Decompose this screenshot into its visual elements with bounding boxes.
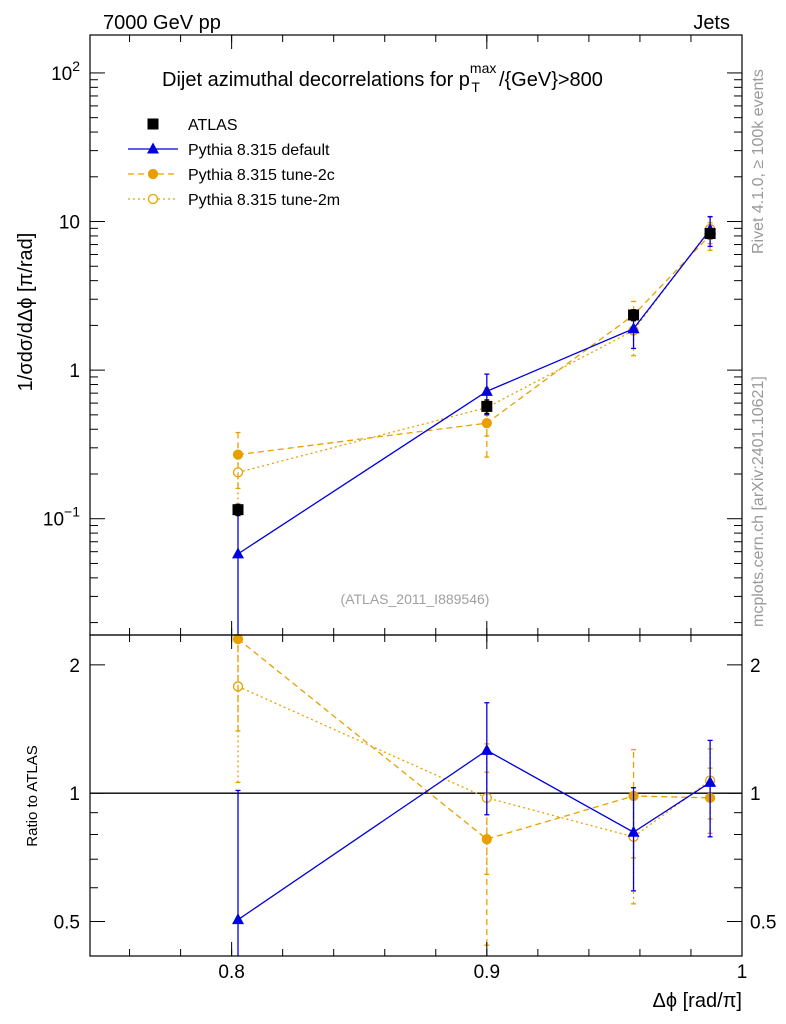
- tune2c-ratio-point: [232, 633, 244, 645]
- legend-label-tune2c: Pythia 8.315 tune-2c: [188, 167, 335, 184]
- y-bottom-tick-label-right: 0.5: [750, 913, 776, 934]
- tune2c-top-point: [481, 417, 492, 429]
- y-bottom-tick-label: 1: [69, 784, 80, 805]
- analysis-id: (ATLAS_2011_I889546): [341, 591, 490, 607]
- x-axis-label: Δϕ [rad/π]: [653, 990, 743, 1012]
- y-top-tick-label: 10: [59, 213, 80, 234]
- default-ratio-point: [627, 825, 640, 837]
- y-top-tick-label: 1: [69, 361, 80, 382]
- x-tick-label: 0.9: [474, 962, 500, 983]
- mcplots-label: mcplots.cern.ch [arXiv:2401.10621]: [750, 376, 767, 627]
- y-bottom-tick-label: 0.5: [54, 913, 80, 934]
- legend-marker-tune2m: [147, 193, 159, 205]
- legend-label-default: Pythia 8.315 default: [188, 142, 330, 159]
- rivet-label: Rivet 4.1.0, ≥ 100k events: [750, 69, 767, 254]
- chart-title-main: Dijet azimuthal decorrelations for p: [162, 69, 470, 91]
- chart-title-sup: max: [470, 60, 496, 76]
- y-axis-label-top: 1/σdσ/dΔϕ [π/rad]: [15, 233, 37, 392]
- y-top-tick-label: 10−1: [43, 504, 80, 531]
- chart-title: Dijet azimuthal decorrelations for pmax T…: [162, 60, 603, 95]
- legend-marker-tune2c: [147, 168, 159, 180]
- legend: ATLAS Pythia 8.315 default Pythia 8.315 tu…: [128, 117, 340, 209]
- tune2m-ratio-line: [237, 685, 711, 838]
- ratio-panel: [90, 633, 742, 956]
- ratio-frame: [89, 634, 743, 957]
- y-bottom-tick-label-right: 2: [750, 656, 761, 677]
- x-tick-label: 1: [737, 962, 748, 983]
- default-top-point: [480, 384, 493, 396]
- y-bottom-tick-label-right: 1: [750, 784, 761, 805]
- chart-title-tail: /{GeV}>800: [499, 69, 603, 91]
- chart-title-sub: T: [471, 79, 480, 95]
- atlas-top-point: [704, 228, 716, 240]
- default-ratio-point: [704, 775, 717, 787]
- legend-marker-atlas: [147, 118, 159, 130]
- header-energy: 7000 GeV pp: [103, 12, 221, 34]
- tune2c-top-point: [232, 449, 244, 460]
- default-top-line: [237, 229, 711, 555]
- atlas-top-point: [481, 400, 493, 412]
- tune2c-top-line: [237, 234, 711, 456]
- legend-label-tune2m: Pythia 8.315 tune-2m: [188, 192, 340, 209]
- legend-label-atlas: ATLAS: [188, 117, 238, 134]
- atlas-top-point: [232, 504, 244, 516]
- header-category: Jets: [693, 12, 730, 34]
- tune2m-top-line: [237, 228, 711, 474]
- default-ratio-point: [232, 913, 245, 925]
- main-panel: [232, 215, 717, 635]
- default-ratio-line: [237, 749, 711, 921]
- atlas-top-point: [628, 309, 640, 321]
- default-top-point: [232, 547, 245, 559]
- y-top-tick-label: 102: [51, 58, 80, 85]
- default-ratio-point: [480, 743, 493, 755]
- default-top-point: [627, 322, 640, 334]
- y-axis-label-bottom: Ratio to ATLAS: [24, 745, 41, 846]
- tune2c-ratio-line: [237, 638, 711, 840]
- y-bottom-tick-label: 2: [69, 656, 80, 677]
- x-tick-label: 0.8: [218, 962, 244, 983]
- legend-marker-default: [147, 142, 159, 154]
- tune2c-ratio-point: [481, 834, 492, 845]
